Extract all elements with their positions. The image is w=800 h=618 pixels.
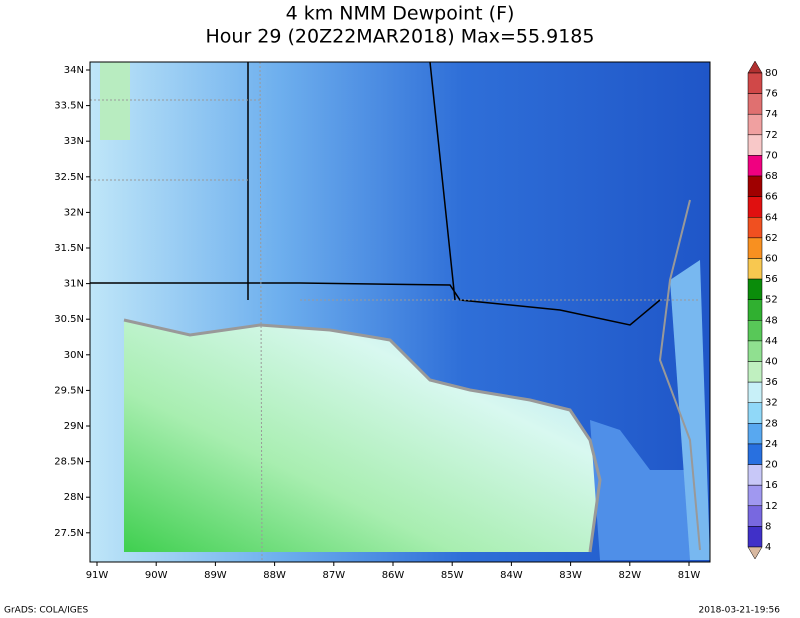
colorbar-segment bbox=[747, 526, 763, 548]
lat-label: 31N bbox=[64, 279, 84, 290]
colorbar-segment bbox=[747, 320, 763, 342]
colorbar-label: 70 bbox=[765, 150, 778, 161]
colorbar-segment bbox=[747, 72, 763, 94]
lon-label: 91W bbox=[86, 570, 109, 581]
lat-label: 30N bbox=[64, 350, 84, 361]
lat-label: 28N bbox=[64, 492, 84, 503]
lon-label: 89W bbox=[204, 570, 227, 581]
colorbar-segment bbox=[747, 484, 763, 507]
colorbar-label: 40 bbox=[765, 357, 778, 368]
lat-label: 33.5N bbox=[54, 101, 84, 112]
lon-label: 85W bbox=[441, 570, 464, 581]
lat-label: 30.5N bbox=[54, 314, 84, 325]
colorbar-cap bbox=[747, 546, 763, 560]
colorbar-segment bbox=[747, 155, 763, 177]
footer-right: 2018-03-21-19:56 bbox=[699, 606, 781, 616]
colorbar-label: 32 bbox=[765, 398, 778, 409]
lat-label: 28.5N bbox=[54, 457, 84, 468]
colorbar-segment bbox=[747, 464, 763, 486]
colorbar-label: 66 bbox=[765, 192, 778, 203]
colorbar-label: 8 bbox=[765, 521, 771, 532]
lat-label: 29.5N bbox=[54, 385, 84, 396]
lon-label: 87W bbox=[322, 570, 345, 581]
lat-label: 34N bbox=[64, 65, 84, 76]
title-line: 4 km NMM Dewpoint (F) bbox=[286, 3, 515, 25]
lon-label: 88W bbox=[263, 570, 286, 581]
colorbar-label: 52 bbox=[765, 295, 778, 306]
colorbar-segment bbox=[747, 361, 763, 383]
colorbar-segment bbox=[747, 278, 763, 300]
lon-label: 86W bbox=[382, 570, 405, 581]
map-frame bbox=[89, 61, 711, 563]
footer-left: GrADS: COLA/IGES bbox=[4, 606, 88, 616]
colorbar-label: 36 bbox=[765, 377, 778, 388]
colorbar-segment bbox=[747, 196, 763, 218]
colorbar-segment bbox=[747, 402, 763, 424]
colorbar-segment bbox=[747, 340, 763, 362]
lat-axis: 34N 33.5N 33N 32.5N 32N 31.5N 31N 30.5N 30N 29.5N… bbox=[54, 65, 90, 539]
colorbar-segment bbox=[747, 443, 763, 465]
lat-label: 31.5N bbox=[54, 243, 84, 254]
colorbar-label: 24 bbox=[765, 439, 778, 450]
colorbar-cap bbox=[747, 60, 763, 74]
colorbar-label: 76 bbox=[765, 89, 778, 100]
colorbar-segment bbox=[747, 217, 763, 239]
colorbar-segment bbox=[747, 93, 763, 115]
colorbar-segment bbox=[747, 299, 763, 321]
colorbar-label: 80 bbox=[765, 68, 778, 79]
colorbar-label: 16 bbox=[765, 480, 778, 491]
colorbar-segment bbox=[747, 237, 763, 259]
lat-label: 27.5N bbox=[54, 528, 84, 539]
lon-axis: 91W 90W 89W 88W 87W 86W 85W 84W 83W 82W 81W bbox=[86, 562, 701, 581]
colorbar-label: 56 bbox=[765, 274, 778, 285]
colorbar-label: 64 bbox=[765, 212, 778, 223]
colorbar-label: 28 bbox=[765, 418, 778, 429]
colorbar-label: 12 bbox=[765, 501, 778, 512]
colorbar-label: 48 bbox=[765, 315, 778, 326]
colorbar-label: 74 bbox=[765, 109, 778, 120]
colorbar-label: 20 bbox=[765, 460, 778, 471]
colorbar-segment bbox=[747, 258, 763, 280]
colorbar-segment bbox=[747, 423, 763, 445]
colorbar-label: 60 bbox=[765, 253, 778, 264]
lat-label: 29N bbox=[64, 421, 84, 432]
map-field bbox=[90, 62, 710, 562]
colorbar: 8076747270686664626056524844403632282420… bbox=[747, 60, 778, 560]
colorbar-label: 4 bbox=[765, 542, 771, 553]
colorbar-label: 72 bbox=[765, 130, 778, 141]
colorbar-segment bbox=[747, 113, 763, 136]
lon-label: 82W bbox=[618, 570, 641, 581]
lon-label: 81W bbox=[678, 570, 701, 581]
colorbar-segment bbox=[747, 134, 763, 156]
colorbar-label: 68 bbox=[765, 171, 778, 182]
colorbar-label: 44 bbox=[765, 336, 778, 347]
lon-label: 83W bbox=[559, 570, 582, 581]
lat-label: 32.5N bbox=[54, 172, 84, 183]
lat-label: 33N bbox=[64, 136, 84, 147]
title-line: Hour 29 (20Z22MAR2018) Max=55.9185 bbox=[206, 26, 595, 48]
colorbar-label: 62 bbox=[765, 233, 778, 244]
lon-label: 90W bbox=[145, 570, 168, 581]
colorbar-segment bbox=[747, 505, 763, 527]
lon-label: 84W bbox=[500, 570, 523, 581]
colorbar-segment bbox=[747, 175, 763, 197]
lat-label: 32N bbox=[64, 207, 84, 218]
colorbar-segment bbox=[747, 381, 763, 403]
